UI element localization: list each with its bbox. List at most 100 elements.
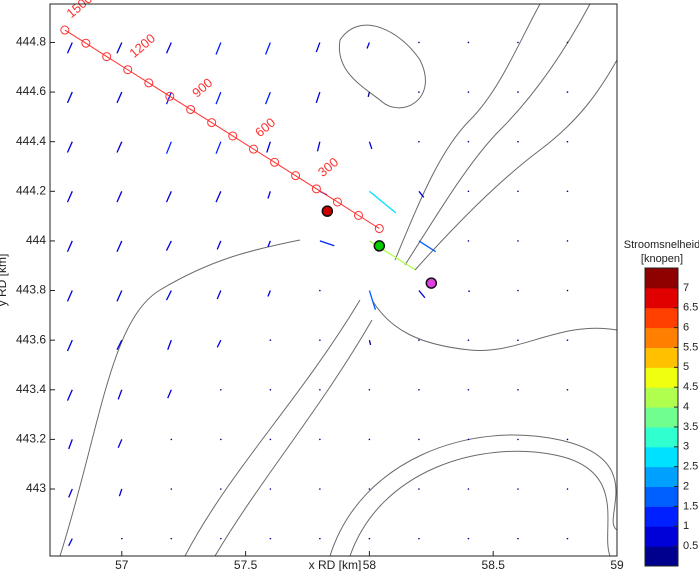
vector — [68, 439, 73, 450]
vector — [315, 91, 321, 104]
colorbar-band — [645, 367, 678, 388]
vector-dot — [517, 289, 519, 292]
vector-dot — [517, 488, 519, 490]
colorbar-tick-label: 7 — [683, 282, 689, 294]
colorbar-frame — [644, 267, 679, 567]
x-axis-label: x RD [km] — [309, 558, 362, 571]
transect-marker — [81, 38, 91, 48]
vector — [66, 339, 73, 352]
vector-dot — [170, 537, 173, 540]
vector-dot — [220, 438, 222, 441]
vector — [116, 290, 123, 302]
transect-marker — [123, 65, 133, 75]
vector — [368, 141, 373, 150]
colorbar-band — [645, 407, 678, 428]
vector-dot — [418, 91, 420, 93]
vector — [116, 42, 123, 54]
colorbar-tick-label: 2.5 — [683, 461, 698, 473]
vector — [66, 290, 73, 302]
vector-dot — [566, 240, 569, 242]
colorbar-band — [645, 307, 678, 329]
vector-dot — [418, 388, 420, 391]
colorbar-band — [645, 546, 678, 567]
colorbar-band — [645, 446, 678, 468]
colorbar-tick-label: 5.5 — [683, 341, 698, 353]
vector-dot — [517, 438, 519, 441]
transect-marker — [291, 171, 301, 181]
vector — [165, 240, 172, 251]
vector — [66, 91, 73, 104]
vector-dot — [566, 41, 569, 44]
vector — [117, 389, 123, 400]
x-tick-label: 57.5 — [234, 558, 258, 571]
vector-dot — [467, 91, 470, 93]
colorbar-tick-label: 1.5 — [683, 500, 698, 512]
vector-dot — [566, 339, 569, 341]
colorbar-band — [645, 287, 678, 309]
contour — [371, 299, 618, 351]
y-tick-label: 444.2 — [16, 183, 46, 197]
vector-dot — [220, 488, 222, 490]
vector — [315, 42, 321, 53]
vector-dot — [418, 140, 420, 143]
vector-dot — [418, 41, 420, 44]
vector-dot — [269, 438, 272, 441]
vector — [418, 240, 437, 253]
vector-dot — [467, 240, 470, 242]
x-tick-label: 57 — [115, 558, 129, 571]
vector-dot — [467, 537, 470, 540]
vector-dot — [467, 190, 470, 193]
colorbar-band — [645, 347, 678, 368]
vector — [165, 290, 172, 301]
vector-dot — [566, 488, 569, 490]
location-point — [425, 277, 438, 289]
colorbar-band — [645, 486, 678, 507]
colorbar-band — [645, 327, 678, 348]
transect-marker — [332, 197, 342, 207]
x-tick-label: 58.5 — [482, 558, 506, 571]
vector — [216, 240, 222, 250]
vector-dot — [467, 41, 470, 44]
vector-dot — [319, 438, 321, 441]
vector — [368, 290, 377, 310]
vector-dot — [170, 488, 173, 490]
colorbar-tick-label: 3.5 — [683, 421, 698, 433]
depth-contours — [59, 3, 618, 557]
colorbar-tick-label: 4.5 — [683, 381, 698, 393]
vector-dot — [566, 388, 569, 391]
colorbar-tick-label: 1 — [683, 520, 689, 532]
vector-dot — [566, 190, 569, 193]
y-tick-label: 444.4 — [16, 134, 46, 148]
vector-dot — [368, 438, 371, 441]
plot-area — [50, 4, 617, 556]
vector-dot — [319, 488, 321, 490]
colorbar-band — [645, 387, 678, 408]
transect-line — [64, 29, 380, 229]
vector-dot — [467, 388, 470, 391]
transect-marker — [249, 144, 259, 154]
y-tick-label: 444.8 — [16, 35, 46, 49]
y-tick-label: 443.8 — [16, 283, 46, 297]
transect-marker — [102, 52, 112, 62]
vector-dot — [368, 537, 371, 540]
vector-dot — [418, 339, 420, 341]
transect-marker — [270, 157, 280, 167]
vector-dot — [220, 537, 222, 540]
vector — [116, 141, 123, 153]
vector-dot — [467, 438, 470, 441]
vector-dot — [269, 388, 272, 391]
x-tick-label: 58 — [363, 558, 377, 571]
vector-dot — [517, 240, 519, 242]
vector — [116, 91, 123, 104]
vector-dot — [170, 438, 173, 441]
contour — [214, 319, 373, 557]
vector-dot — [269, 339, 272, 341]
colorbar-band — [645, 506, 678, 527]
transect-marker — [165, 91, 175, 101]
vector-dot — [517, 41, 519, 44]
vector-dot — [517, 140, 519, 143]
vector-dot — [566, 140, 569, 143]
vector — [216, 290, 222, 300]
